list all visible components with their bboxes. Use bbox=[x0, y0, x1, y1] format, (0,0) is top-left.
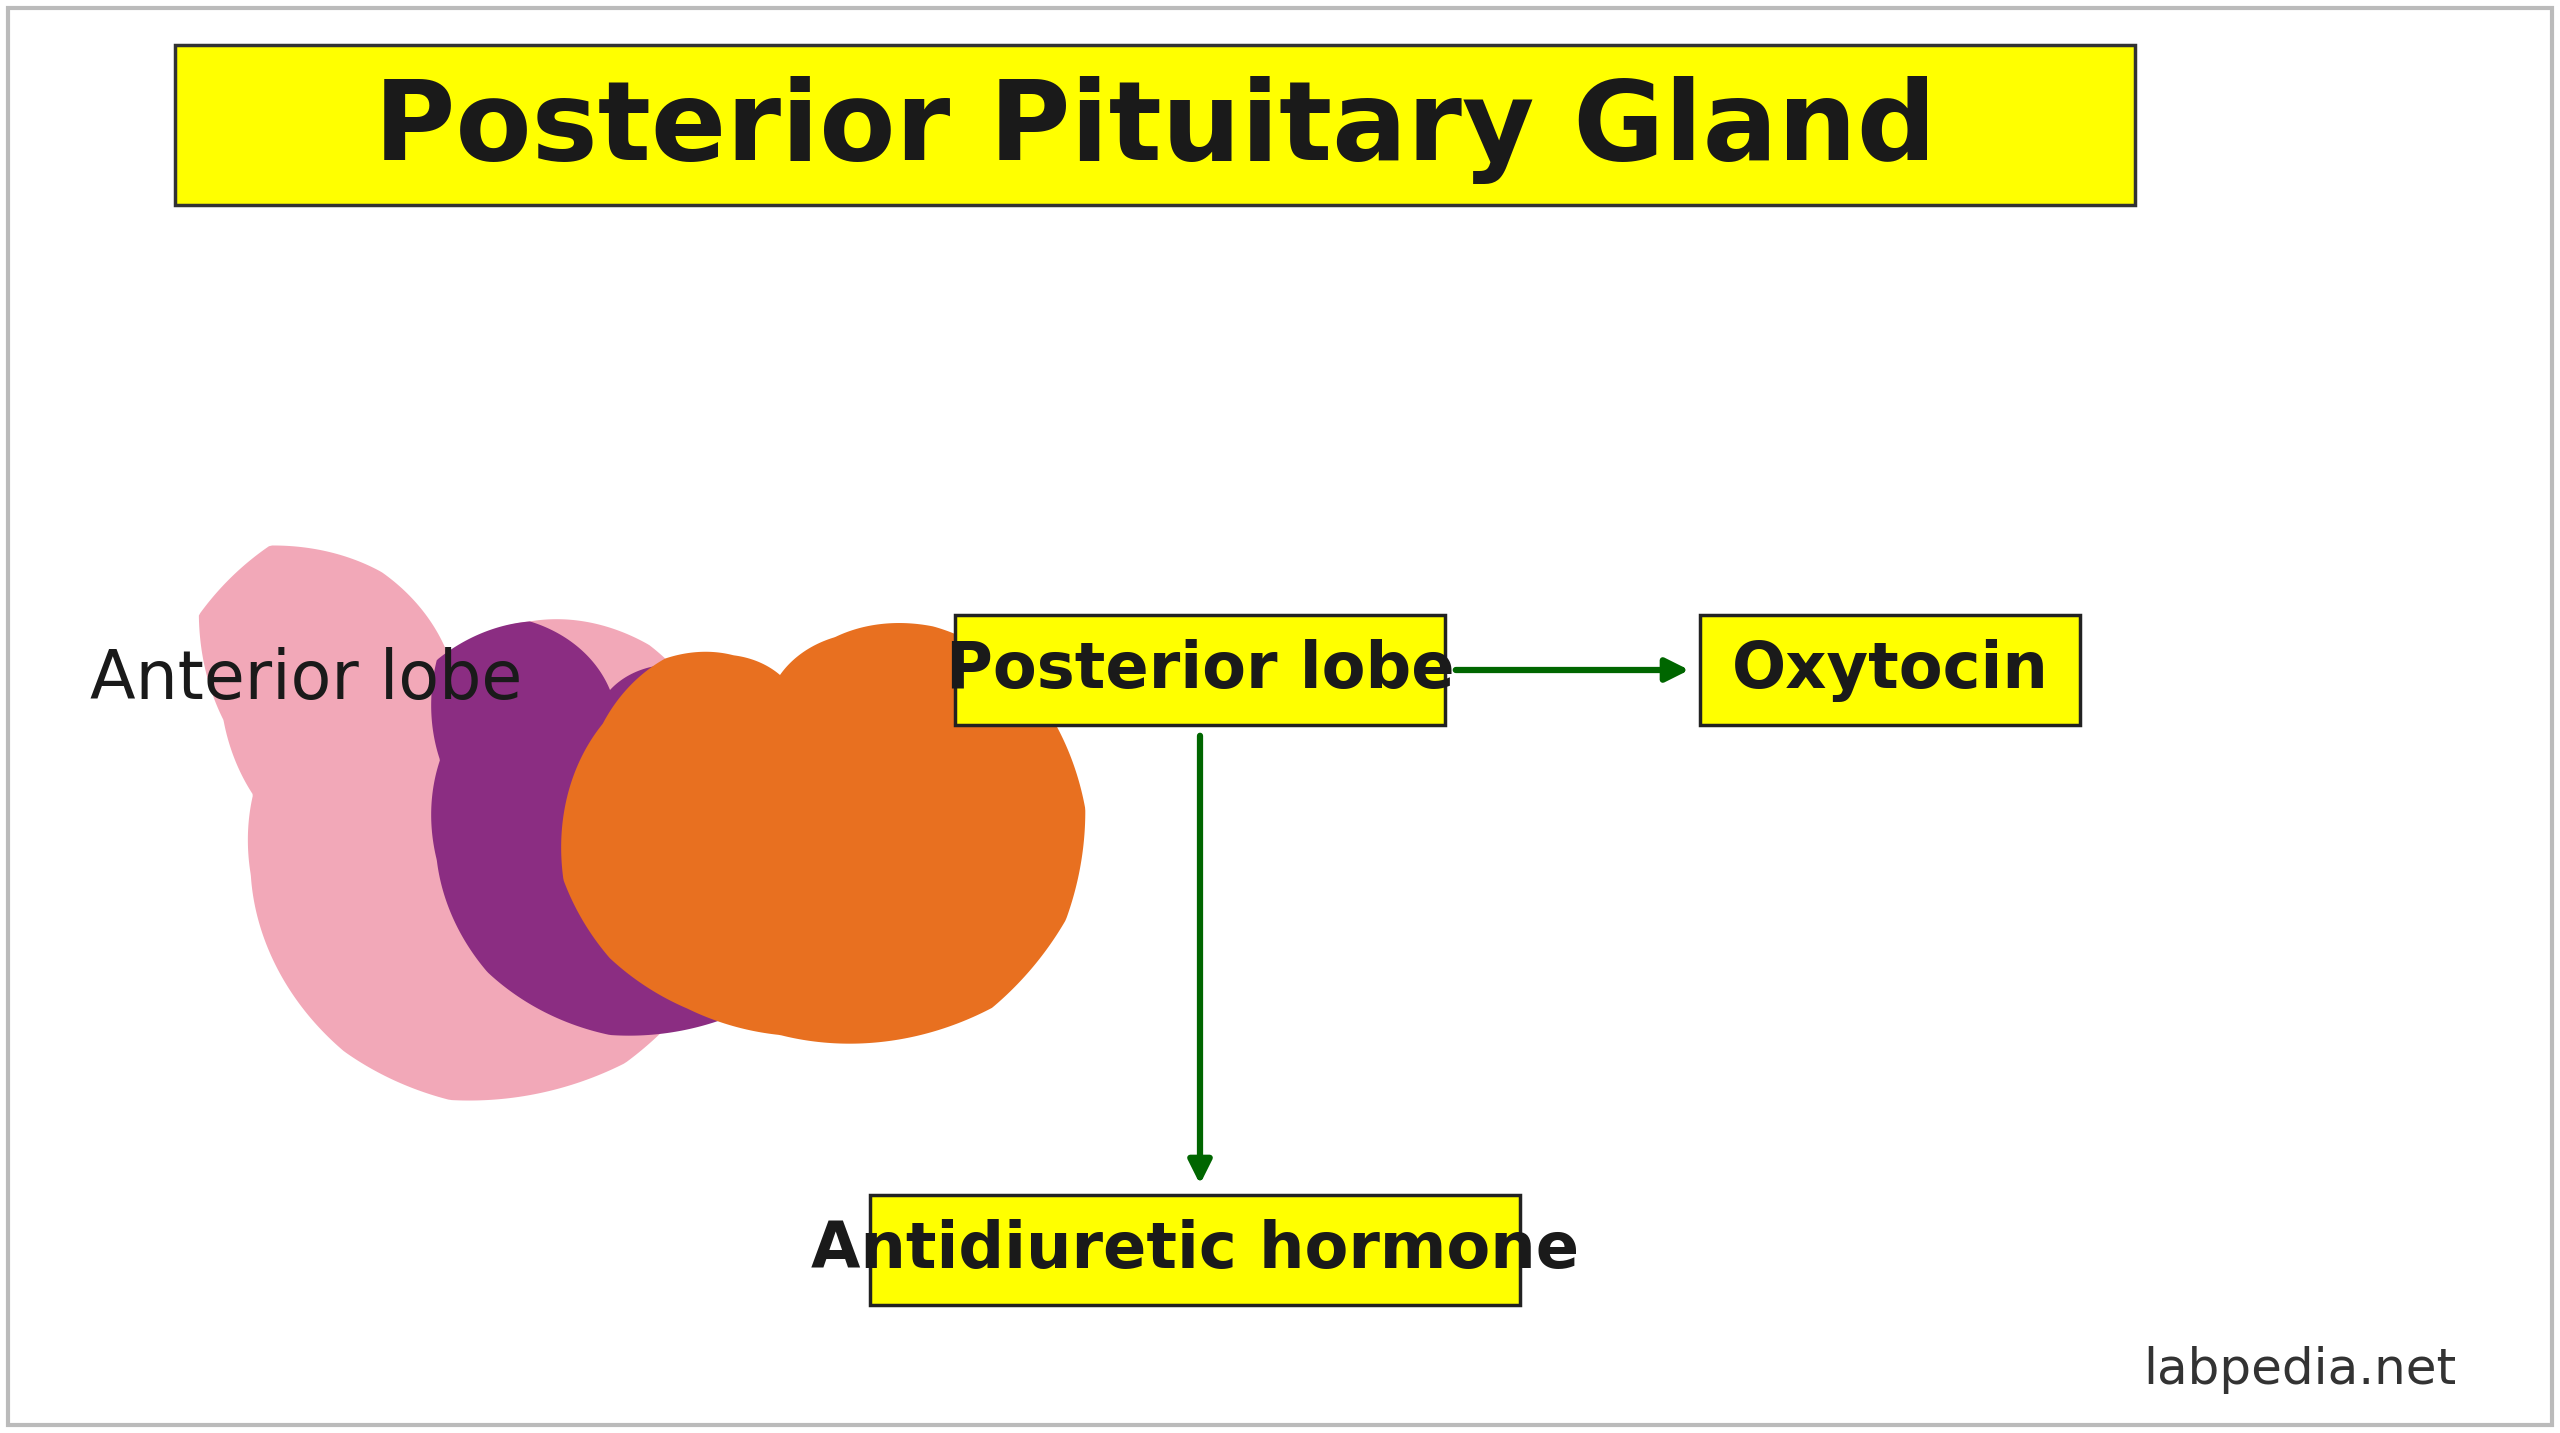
Text: labpedia.net: labpedia.net bbox=[2143, 1346, 2458, 1394]
Text: Posterior Pituitary Gland: Posterior Pituitary Gland bbox=[374, 76, 1935, 183]
FancyBboxPatch shape bbox=[870, 1195, 1521, 1305]
Polygon shape bbox=[200, 546, 745, 1101]
FancyBboxPatch shape bbox=[174, 44, 2135, 205]
Text: Oxytocin: Oxytocin bbox=[1731, 639, 2048, 702]
Text: Antidiuretic hormone: Antidiuretic hormone bbox=[812, 1219, 1580, 1281]
FancyBboxPatch shape bbox=[955, 615, 1444, 725]
Polygon shape bbox=[430, 622, 852, 1036]
Text: Anterior lobe: Anterior lobe bbox=[90, 648, 522, 714]
Text: Posterior lobe: Posterior lobe bbox=[945, 639, 1454, 701]
Polygon shape bbox=[561, 623, 1085, 1043]
FancyBboxPatch shape bbox=[1700, 615, 2079, 725]
